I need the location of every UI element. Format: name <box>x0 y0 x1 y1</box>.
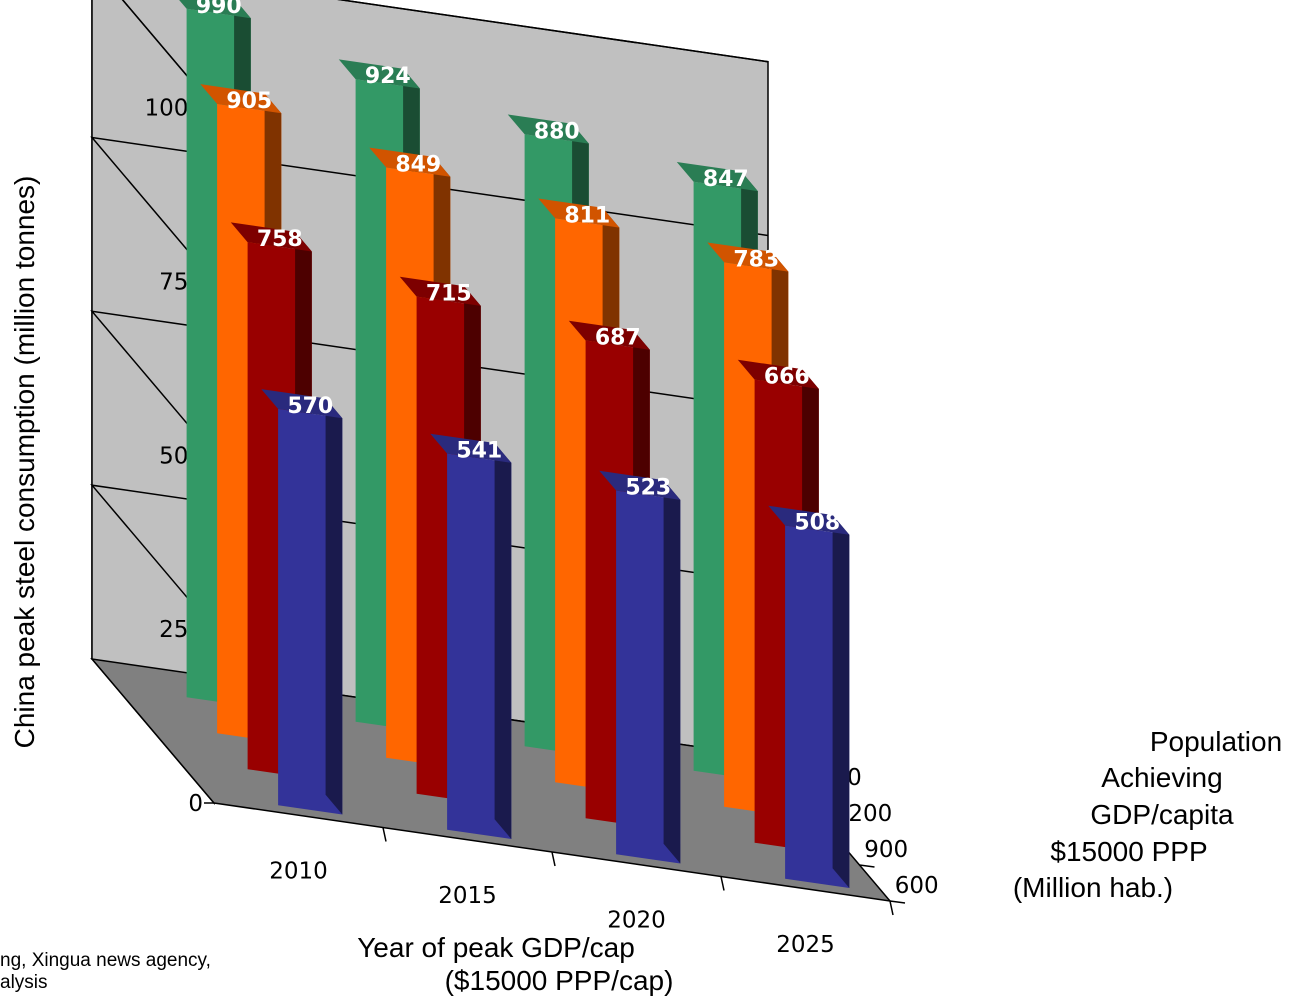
x-axis-title-line-2: ($15000 PPP/cap) <box>445 965 674 996</box>
bar-top <box>430 433 512 463</box>
y-tick-label: 0 <box>188 791 203 817</box>
data-label: 990 <box>196 0 242 19</box>
gridline <box>121 0 769 109</box>
bar <box>261 389 343 815</box>
x-tick-label: 2015 <box>438 883 497 909</box>
data-label: 570 <box>287 394 333 419</box>
bar-top <box>230 222 312 252</box>
bar-top <box>568 320 650 350</box>
bar-top <box>369 147 451 177</box>
depth-axis-title-line-5: (Million hab.) <box>1013 872 1173 903</box>
bar-side <box>325 398 343 815</box>
data-label: 847 <box>703 167 749 192</box>
x-tick-label: 2020 <box>607 907 666 933</box>
data-label: 508 <box>794 510 840 535</box>
data-label: 849 <box>395 152 441 177</box>
depth-tick-mark <box>889 900 906 904</box>
x-axis-title-line-1: Year of peak GDP/cap <box>357 932 635 963</box>
depth-tick-label: 900 <box>864 837 908 863</box>
data-label: 687 <box>595 325 641 350</box>
source-note-line-1: ng, Xingua news agency, <box>0 950 211 971</box>
depth-axis-title-line-4: $15000 PPP <box>1050 836 1207 867</box>
bar-top <box>261 389 343 419</box>
x-tick-mark <box>889 900 894 916</box>
bar-top <box>507 114 589 144</box>
data-label: 715 <box>426 282 472 307</box>
bars <box>179 0 850 888</box>
source-note-line-2: alysis <box>0 972 48 993</box>
bar-top <box>338 59 420 89</box>
data-label: 905 <box>226 89 272 114</box>
data-label: 666 <box>764 365 810 390</box>
source-note: ng, Xingua news agency, alysis <box>0 950 280 1000</box>
bar-side <box>663 480 681 864</box>
bar <box>768 505 850 888</box>
depth-axis-title-line-3: GDP/capita <box>1090 799 1234 830</box>
depth-axis-title-line-2: Achieving <box>1101 762 1222 793</box>
x-tick-mark <box>720 876 725 891</box>
data-labels: 990 924 880 847 905 849 811 783 758 715 687 666 570 5… <box>196 0 840 535</box>
bar <box>599 470 681 864</box>
bar-top <box>538 198 620 228</box>
x-axis: 2010 2015 2020 2025 <box>269 827 894 958</box>
x-tick-mark <box>382 827 387 842</box>
x-tick-label: 2025 <box>776 932 835 958</box>
bar-top <box>399 276 481 306</box>
y-axis-title: China peak steel consumption (million to… <box>9 176 40 749</box>
data-label: 541 <box>456 439 502 464</box>
x-tick-label: 2010 <box>269 858 328 884</box>
bar <box>430 433 512 839</box>
bar-top <box>768 505 850 535</box>
bar-top <box>179 0 251 19</box>
depth-axis-title-line-1: Population <box>1150 726 1282 757</box>
bar-top <box>200 84 282 114</box>
bar-top <box>599 470 681 500</box>
data-label: 811 <box>564 203 610 228</box>
bar-top <box>707 242 789 272</box>
bar-side <box>832 515 850 888</box>
data-label: 758 <box>257 227 303 252</box>
data-label: 783 <box>733 247 779 272</box>
bar-side <box>494 443 512 839</box>
depth-tick-mark <box>859 864 875 868</box>
data-label: 924 <box>365 64 411 89</box>
data-label: 880 <box>534 119 580 144</box>
depth-tick-label: 600 <box>895 873 939 899</box>
x-tick-mark <box>551 851 556 867</box>
bar-top <box>676 162 758 192</box>
bar-top <box>737 359 819 389</box>
data-label: 523 <box>625 476 671 501</box>
